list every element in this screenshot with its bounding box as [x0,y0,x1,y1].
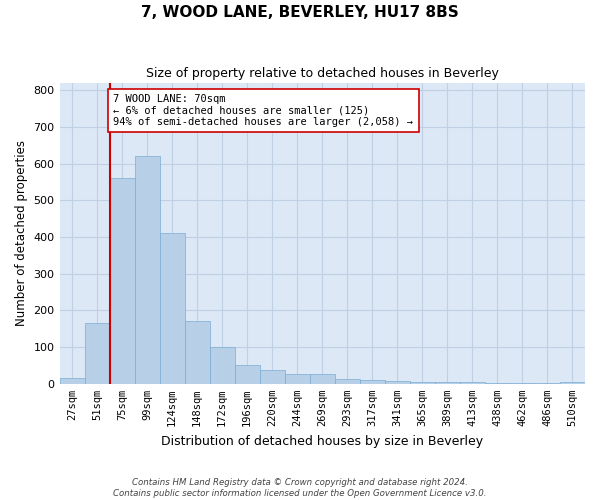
Bar [310,374,335,384]
Y-axis label: Number of detached properties: Number of detached properties [15,140,28,326]
Bar [435,382,460,384]
Bar [460,382,485,384]
Bar [335,380,360,384]
X-axis label: Distribution of detached houses by size in Beverley: Distribution of detached houses by size … [161,434,484,448]
Bar [485,382,510,384]
Bar [260,370,285,384]
Bar [85,324,110,384]
Bar [560,382,585,384]
Bar [110,178,134,384]
Text: 7 WOOD LANE: 70sqm
← 6% of detached houses are smaller (125)
94% of semi-detache: 7 WOOD LANE: 70sqm ← 6% of detached hous… [113,94,413,128]
Bar [360,380,385,384]
Bar [235,366,260,384]
Title: Size of property relative to detached houses in Beverley: Size of property relative to detached ho… [146,68,499,80]
Bar [410,382,435,384]
Text: 7, WOOD LANE, BEVERLEY, HU17 8BS: 7, WOOD LANE, BEVERLEY, HU17 8BS [141,5,459,20]
Bar [285,374,310,384]
Bar [209,347,235,384]
Bar [185,322,209,384]
Bar [134,156,160,384]
Bar [59,378,85,384]
Text: Contains HM Land Registry data © Crown copyright and database right 2024.
Contai: Contains HM Land Registry data © Crown c… [113,478,487,498]
Bar [510,383,535,384]
Bar [160,234,185,384]
Bar [385,381,410,384]
